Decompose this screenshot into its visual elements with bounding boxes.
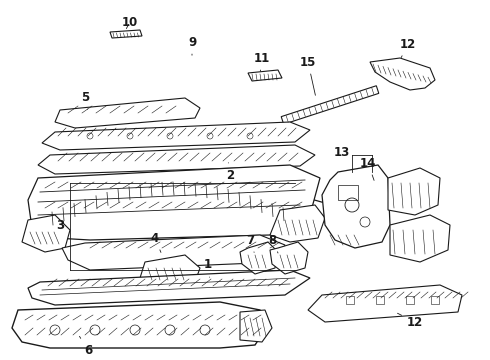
Polygon shape — [55, 98, 200, 128]
Text: 2: 2 — [226, 163, 234, 181]
Text: 9: 9 — [188, 36, 196, 55]
Polygon shape — [370, 58, 435, 90]
Polygon shape — [140, 255, 200, 287]
Text: 1: 1 — [204, 258, 212, 277]
Text: 10: 10 — [122, 15, 138, 28]
Polygon shape — [12, 302, 265, 348]
Polygon shape — [110, 30, 142, 38]
Polygon shape — [281, 86, 379, 124]
Text: 11: 11 — [254, 51, 270, 71]
Text: 12: 12 — [400, 37, 416, 58]
Polygon shape — [22, 215, 70, 252]
Text: 6: 6 — [79, 336, 92, 356]
Bar — [376, 296, 384, 304]
Polygon shape — [42, 122, 310, 150]
Text: 7: 7 — [246, 234, 254, 252]
Polygon shape — [388, 168, 440, 215]
Text: 3: 3 — [56, 219, 64, 231]
Polygon shape — [45, 182, 355, 225]
Bar — [346, 296, 354, 304]
Text: 13: 13 — [334, 145, 350, 158]
Bar — [406, 296, 414, 304]
Polygon shape — [240, 310, 272, 342]
Text: 4: 4 — [151, 231, 161, 252]
Polygon shape — [270, 205, 325, 242]
Polygon shape — [28, 270, 310, 305]
Polygon shape — [270, 242, 308, 274]
Text: 14: 14 — [360, 157, 376, 180]
Bar — [338, 185, 358, 200]
Polygon shape — [38, 145, 315, 174]
Polygon shape — [390, 215, 450, 262]
Polygon shape — [322, 165, 390, 248]
Text: 8: 8 — [268, 234, 278, 253]
Polygon shape — [62, 235, 285, 270]
Polygon shape — [248, 70, 282, 81]
Text: 5: 5 — [81, 90, 89, 109]
Polygon shape — [240, 242, 278, 274]
Text: 15: 15 — [300, 55, 316, 95]
Polygon shape — [308, 285, 462, 322]
Text: 12: 12 — [397, 313, 423, 328]
Bar — [431, 296, 439, 304]
Polygon shape — [28, 165, 320, 240]
